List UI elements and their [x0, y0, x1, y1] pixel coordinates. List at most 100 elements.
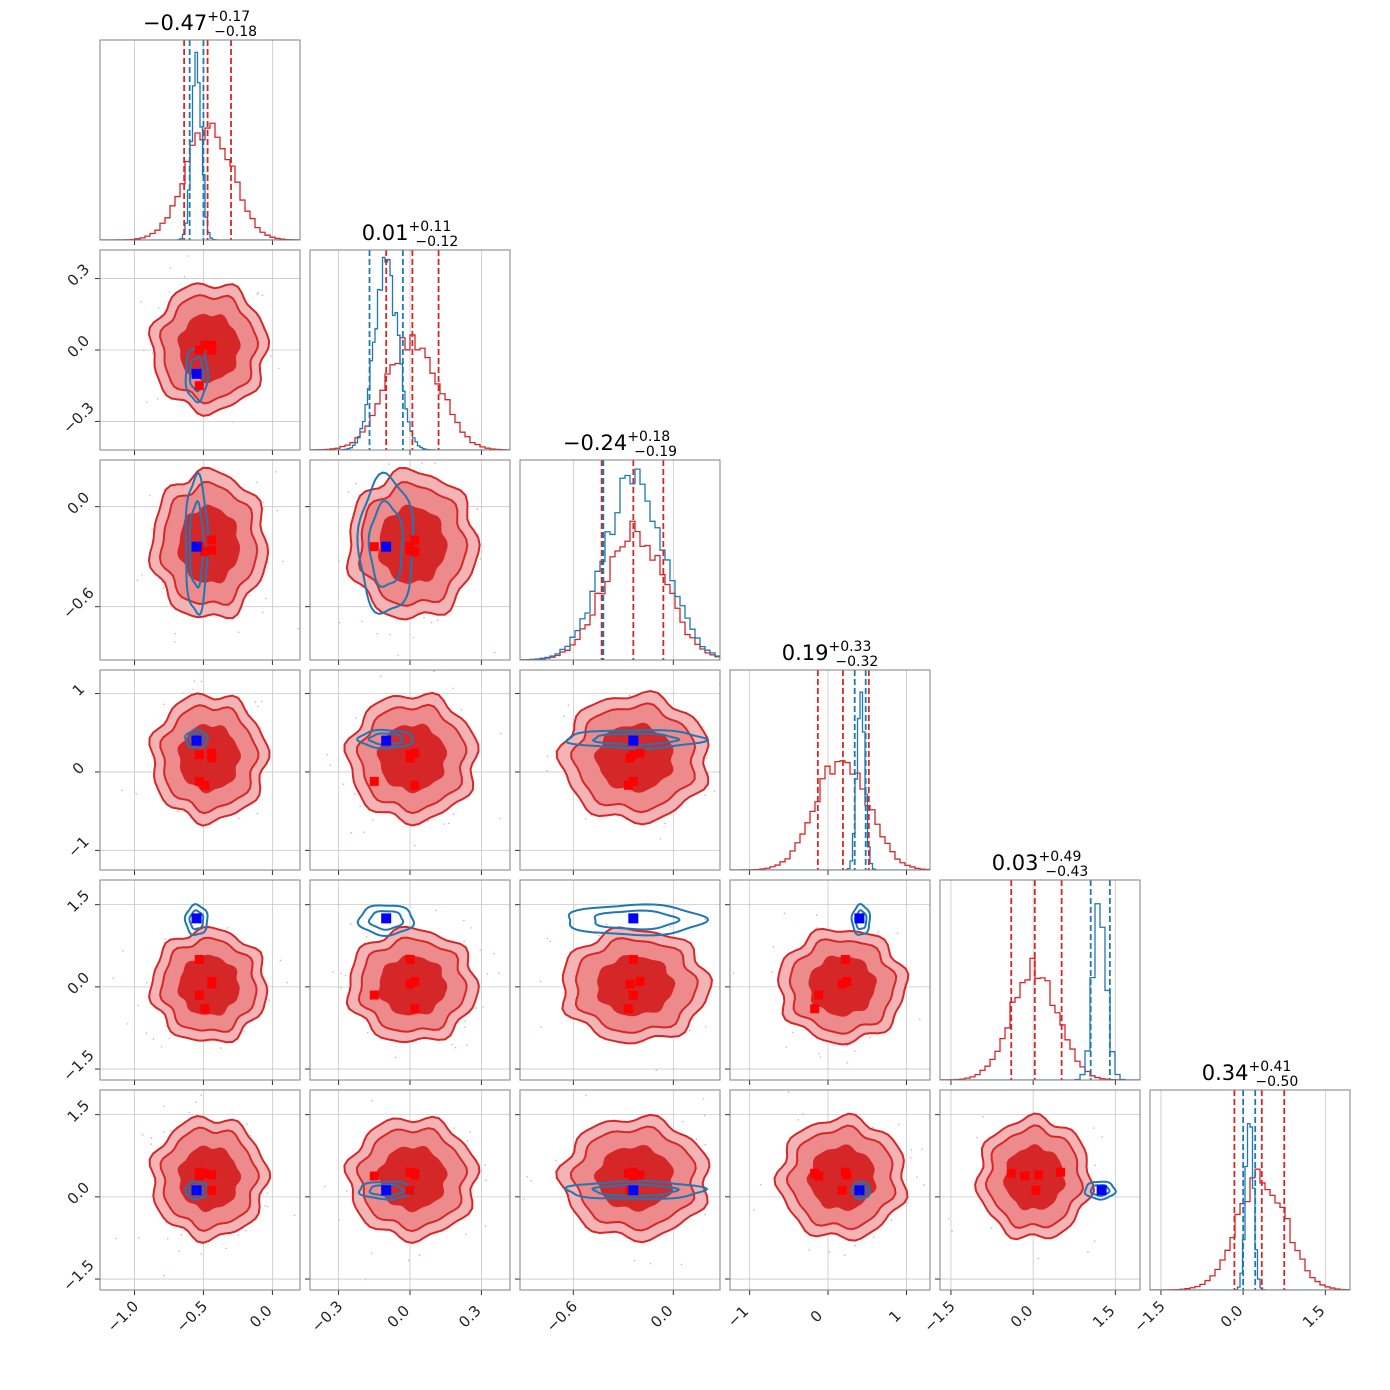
blue-histogram [520, 468, 720, 660]
sample-dot [453, 1127, 456, 1129]
sample-dot [160, 1045, 163, 1048]
red-marker [837, 1185, 847, 1195]
red-marker [207, 979, 217, 989]
title-value: 0.34 [1202, 1061, 1249, 1085]
blue-contour-inner [367, 732, 404, 746]
sample-dot [910, 1149, 913, 1151]
title-plus: +0.11 [408, 219, 451, 235]
param-title-2: −0.24+0.18 −0.19 [563, 429, 677, 460]
y-tick-label: −1.5 [59, 1046, 97, 1084]
sample-dot [359, 805, 361, 807]
title-value: 0.01 [362, 221, 409, 245]
sample-dot [151, 528, 153, 531]
sample-dot [305, 534, 307, 536]
title-value: −0.24 [563, 431, 627, 455]
sample-dot [387, 463, 390, 465]
sample-dot [277, 367, 280, 370]
red-marker [369, 542, 379, 552]
sample-dot [329, 764, 332, 767]
red-histogram [520, 520, 720, 660]
sample-dot [376, 632, 378, 635]
sample-dot [936, 946, 938, 948]
sample-dot [267, 1205, 269, 1208]
panel-2-1 [305, 452, 511, 665]
sample-dot [499, 732, 502, 735]
sample-dot [511, 1203, 513, 1205]
sample-dot [792, 1031, 794, 1034]
sample-dot [494, 651, 496, 654]
red-marker [200, 340, 210, 350]
sample-dot [906, 1202, 909, 1204]
sample-dot [435, 909, 437, 912]
sample-dot [1037, 1257, 1040, 1260]
blue-truth-marker [191, 913, 202, 924]
blue-truth-marker [628, 735, 639, 746]
red-marker [1006, 1168, 1016, 1178]
sample-dot [421, 462, 423, 464]
sample-dot [264, 1205, 266, 1207]
sample-dot [133, 849, 136, 851]
panel-frame [729, 669, 931, 871]
sample-dot [546, 769, 549, 772]
sample-dot [480, 1168, 483, 1171]
sample-dot [585, 1094, 587, 1096]
sample-dot [237, 631, 240, 633]
blue-truth-marker [854, 913, 865, 924]
sample-dot [162, 1131, 165, 1133]
sample-dot [539, 980, 542, 983]
sample-dot [238, 817, 240, 819]
panel-4-1 [305, 879, 511, 1085]
blue-contour-outer [564, 729, 709, 750]
sample-dot [180, 1233, 183, 1236]
sample-dot [355, 717, 358, 719]
sample-dot [466, 1044, 468, 1046]
red-histogram [940, 957, 1140, 1080]
title-plus: +0.49 [1038, 849, 1081, 865]
title-minus: −0.19 [634, 444, 677, 460]
x-tick-label: −1 [724, 1302, 752, 1330]
red-marker [369, 990, 379, 1000]
sample-dot [1087, 1251, 1089, 1253]
sample-dot [115, 1237, 117, 1240]
red-marker [625, 753, 635, 763]
sample-dot [446, 452, 448, 454]
panel-1-0: −0.3 0.0 0.3 [59, 249, 301, 455]
red-marker [410, 535, 420, 545]
sample-dot [231, 420, 234, 423]
sample-dot [156, 398, 159, 400]
sample-dot [220, 1047, 222, 1049]
sample-dot [452, 687, 455, 690]
sample-dot [423, 617, 425, 619]
sample-dot [949, 1191, 951, 1193]
sample-dot [391, 903, 393, 905]
panel-4-3 [725, 879, 938, 1085]
sample-dot [1092, 1127, 1095, 1129]
sample-dot [485, 1179, 487, 1182]
sample-dot [479, 558, 482, 560]
sample-dot [163, 1274, 165, 1277]
sample-dot [434, 462, 436, 464]
sample-dot [704, 794, 706, 797]
sample-dot [323, 1185, 326, 1188]
sample-dot [546, 755, 549, 758]
sample-dot [1094, 1164, 1097, 1167]
sample-dot [371, 1099, 374, 1102]
sample-dot [194, 638, 196, 640]
sample-dot [162, 586, 165, 589]
panel-frame [309, 1089, 511, 1291]
title-minus: −0.18 [214, 24, 257, 40]
y-tick-label: 0.3 [64, 260, 94, 290]
sample-dot [235, 447, 237, 449]
blue-contour-inner [188, 909, 205, 931]
red-marker [410, 976, 420, 986]
red-marker [405, 545, 415, 555]
sample-dot [178, 1250, 181, 1253]
red-marker [1034, 1170, 1044, 1180]
sample-dot [168, 1037, 171, 1040]
sample-dot [976, 1136, 978, 1139]
red-marker [1056, 1167, 1066, 1177]
panel-frame [729, 879, 931, 1081]
sample-dot [187, 255, 190, 257]
panel-5-1: −0.3 0.0 0.3 [305, 1089, 513, 1336]
sample-dot [345, 1190, 348, 1192]
